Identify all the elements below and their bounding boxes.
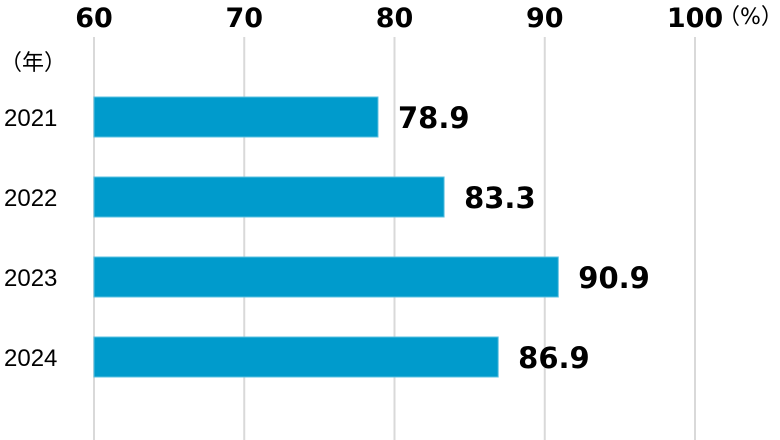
y-category-label: 2022 <box>4 185 57 212</box>
data-label: 78.9 <box>398 101 470 135</box>
data-label: 83.3 <box>464 181 536 215</box>
y-category-label: 2023 <box>4 265 57 292</box>
data-label: 86.9 <box>518 341 590 375</box>
y-category-label: 2024 <box>4 345 57 372</box>
x-unit-label: （%） <box>718 5 780 30</box>
bar <box>93 96 379 138</box>
bar <box>93 176 445 218</box>
bar <box>93 336 499 378</box>
y-category-label: 2021 <box>4 105 57 132</box>
x-tick-label: 80 <box>376 3 414 34</box>
data-label: 90.9 <box>578 261 650 295</box>
y-unit-label: （年） <box>0 51 66 76</box>
bar <box>93 256 559 298</box>
x-tick-label: 70 <box>225 3 263 34</box>
x-tick-label: 90 <box>526 3 564 34</box>
x-tick-label: 60 <box>75 3 113 34</box>
x-tick-label: 100 <box>667 3 723 34</box>
